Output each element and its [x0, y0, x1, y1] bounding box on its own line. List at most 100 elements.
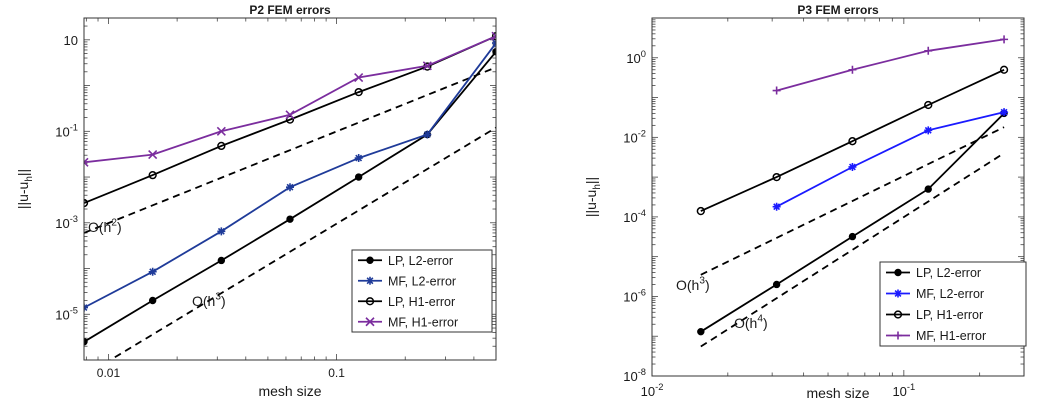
legend-marker	[366, 276, 374, 285]
y-tick-label: 10-8	[623, 367, 646, 384]
y-tick-label: 10-2	[623, 128, 646, 145]
data-point	[148, 267, 157, 276]
x-axis-label: mesh size	[258, 383, 321, 399]
legend: LP, L2-error MF, L2-error LP, H1-error MF, …	[351, 249, 493, 333]
data-point	[772, 280, 781, 289]
plot-area	[84, 31, 496, 360]
data-point	[84, 157, 89, 167]
series-line	[776, 111, 1005, 208]
y-tick-label: 10-6	[623, 288, 646, 305]
data-point	[924, 46, 933, 55]
series-line	[700, 68, 1005, 212]
data-point	[217, 256, 226, 265]
data-point	[491, 32, 496, 41]
legend-marker	[894, 331, 902, 340]
legend-marker	[894, 289, 902, 298]
legend-marker	[893, 310, 903, 319]
x-tick-label: 10-2	[641, 382, 664, 399]
series-lp-h1-error	[696, 65, 1009, 216]
y-tick-label: 10-4	[623, 208, 646, 225]
legend-box	[879, 261, 1027, 347]
y-tick-label: 10-5	[55, 305, 78, 322]
legend-marker	[365, 317, 375, 327]
data-point	[924, 185, 932, 193]
data-point	[148, 170, 157, 180]
reference-line-label: O(h2)	[88, 218, 122, 235]
y-axis-label: ||u-uh||	[15, 169, 35, 209]
axes-box	[83, 17, 497, 361]
data-point	[924, 126, 933, 135]
data-point	[772, 202, 781, 211]
data-point	[285, 115, 295, 124]
x-tick-label: 10-1	[892, 382, 915, 399]
x-tick-label: 0.01	[97, 366, 121, 380]
y-axis-label: ||u-uh||	[583, 177, 603, 217]
data-point	[422, 61, 432, 71]
data-point	[285, 110, 295, 120]
y-tick-label: 10-3	[55, 214, 78, 231]
x-tick-label: 0.1	[328, 366, 345, 380]
series-line	[776, 38, 1005, 92]
data-point	[423, 130, 432, 139]
data-point	[217, 227, 226, 236]
legend-entry: LP, L2-error	[916, 266, 981, 280]
data-point	[772, 86, 781, 95]
data-point	[848, 137, 857, 146]
chart-title: P2 FEM errors	[249, 3, 331, 17]
legend-entry: LP, H1-error	[916, 308, 983, 322]
data-point	[354, 154, 363, 163]
legend-entry: LP, L2-error	[388, 254, 453, 268]
series-mf-l2-error	[772, 108, 1009, 211]
data-point	[84, 198, 89, 208]
legend-box	[351, 249, 493, 333]
legend-marker	[894, 268, 902, 277]
legend-entry: LP, H1-error	[388, 295, 455, 309]
series-line	[84, 35, 496, 164]
panel-p2-fem-errors: P2 FEM errors 0.01 0.1 10-5 10-3 10-1 10 mesh s…	[15, 3, 497, 399]
data-point	[148, 150, 158, 160]
reference-line-order-3	[700, 126, 1005, 276]
data-point	[286, 183, 294, 192]
reference-line-order-2	[84, 66, 496, 234]
data-point	[217, 141, 226, 151]
data-point	[848, 65, 857, 74]
data-point	[848, 162, 857, 171]
reference-line-label: O(h3)	[192, 292, 226, 309]
data-point	[491, 31, 496, 41]
legend-entry: MF, L2-error	[916, 287, 984, 301]
series-lp-l2-error	[697, 109, 1008, 336]
reference-line-order-3	[108, 126, 496, 360]
series-mf-h1-error	[772, 35, 1009, 95]
data-point	[848, 232, 857, 241]
data-point	[216, 126, 226, 136]
data-point	[999, 65, 1009, 74]
series-mf-h1-error	[84, 31, 496, 167]
data-point	[286, 215, 294, 223]
reference-line-label: O(h4)	[734, 314, 768, 331]
data-point	[354, 173, 363, 181]
legend-entry: MF, H1-error	[916, 329, 986, 343]
chart-title: P3 FEM errors	[797, 3, 879, 17]
legend-entry: MF, H1-error	[388, 315, 458, 329]
data-point	[697, 327, 705, 336]
legend: LP, L2-error MF, L2-error LP, H1-error MF, …	[879, 261, 1027, 347]
y-tick-label: 100	[626, 49, 646, 66]
legend-marker	[365, 297, 375, 306]
legend-marker	[366, 256, 374, 264]
data-point	[924, 100, 933, 110]
data-point	[1000, 108, 1009, 117]
panel-p3-fem-errors: P3 FEM errors 10-2 10-1 10-8 10-6 10-4 10-2 100…	[583, 3, 1027, 401]
data-point	[1000, 35, 1009, 44]
data-point	[772, 172, 781, 182]
data-point	[148, 296, 157, 305]
y-tick-label: 10	[64, 33, 78, 48]
y-tick-label: 10-1	[55, 122, 78, 139]
data-point	[696, 206, 705, 216]
x-axis-label: mesh size	[806, 385, 869, 401]
legend-entry: MF, L2-error	[388, 274, 456, 288]
series-line	[84, 35, 496, 204]
plot-area	[696, 35, 1009, 348]
data-point	[354, 87, 363, 97]
reference-line-label: O(h3)	[676, 276, 710, 293]
